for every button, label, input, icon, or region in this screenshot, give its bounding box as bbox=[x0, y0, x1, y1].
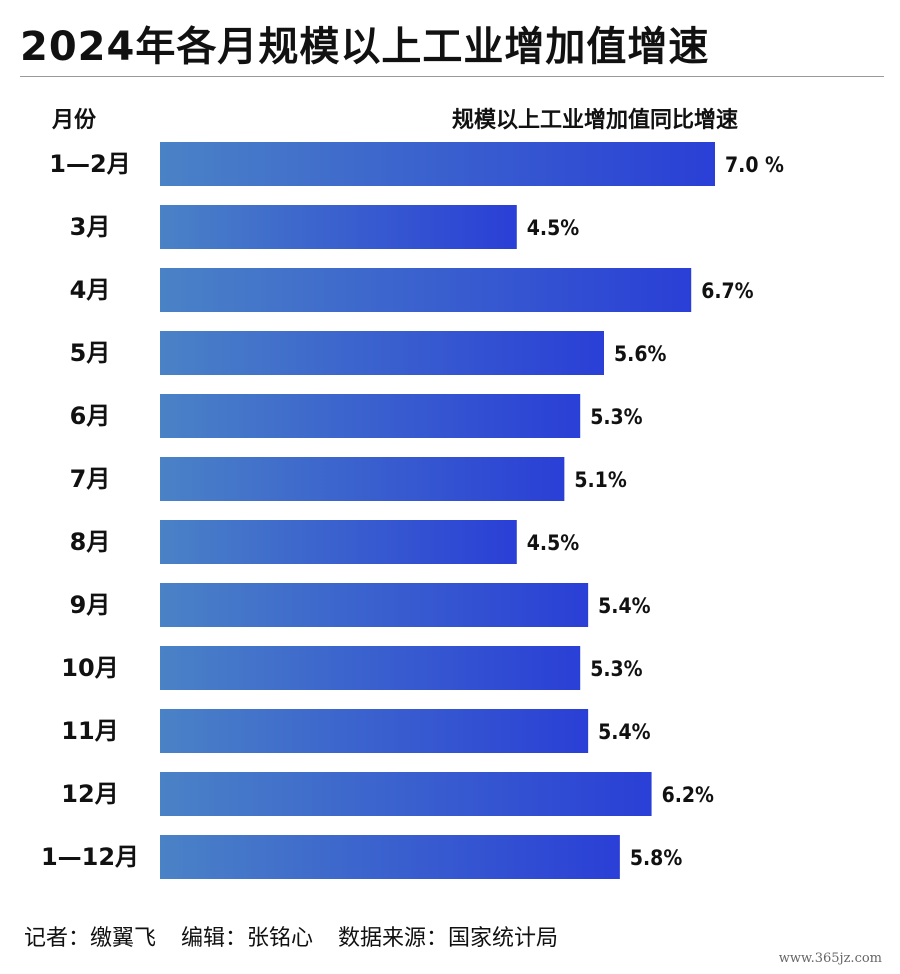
footer-credits: 记者：缴翼飞 编辑：张铭心 数据来源：国家统计局 bbox=[24, 920, 576, 952]
bar bbox=[160, 583, 589, 627]
category-label: 8月 bbox=[70, 528, 111, 556]
value-label: 4.5% bbox=[527, 531, 579, 555]
value-label: 6.7% bbox=[701, 279, 753, 303]
month-column-header: 月份 bbox=[52, 108, 97, 133]
category-label: 10月 bbox=[61, 654, 118, 682]
category-label: 1—12月 bbox=[41, 843, 139, 871]
value-label: 5.8% bbox=[630, 846, 682, 870]
bar bbox=[160, 394, 581, 438]
bar bbox=[160, 835, 620, 879]
category-label: 9月 bbox=[70, 591, 111, 619]
value-label: 5.4% bbox=[598, 720, 650, 744]
bars-layer: 1—2月 7.0 % 3月 4.5% 4月 6.7% 5月 5.6% 6月 5.3% 7月 5.1% 8… bbox=[41, 142, 784, 879]
value-label: 4.5% bbox=[527, 216, 579, 240]
value-column-header: 规模以上工业增加值同比增速 bbox=[452, 108, 739, 133]
value-label: 5.3% bbox=[590, 405, 642, 429]
value-label: 5.6% bbox=[614, 342, 666, 366]
bar bbox=[160, 331, 604, 375]
bar bbox=[160, 709, 589, 753]
data-source: 数据来源：国家统计局 bbox=[338, 926, 559, 951]
bar bbox=[160, 205, 517, 249]
category-label: 5月 bbox=[70, 339, 111, 367]
category-label: 4月 bbox=[70, 276, 111, 304]
watermark: www.365jz.com bbox=[778, 951, 882, 966]
bar bbox=[160, 646, 581, 690]
bar bbox=[160, 520, 517, 564]
category-label: 11月 bbox=[61, 717, 118, 745]
value-label: 5.4% bbox=[598, 594, 650, 618]
category-label: 7月 bbox=[70, 465, 111, 493]
bar bbox=[160, 457, 565, 501]
title-divider bbox=[20, 76, 884, 77]
category-label: 1—2月 bbox=[49, 150, 130, 178]
bar bbox=[160, 142, 715, 186]
value-label: 7.0 % bbox=[725, 153, 784, 177]
value-label: 5.3% bbox=[590, 657, 642, 681]
bar bbox=[160, 268, 692, 312]
reporter-credit: 记者：缴翼飞 bbox=[24, 926, 157, 951]
bar bbox=[160, 772, 652, 816]
editor-credit: 编辑：张铭心 bbox=[181, 926, 314, 951]
category-label: 6月 bbox=[70, 402, 111, 430]
category-label: 12月 bbox=[61, 780, 118, 808]
value-label: 5.1% bbox=[574, 468, 626, 492]
value-label: 6.2% bbox=[662, 783, 714, 807]
chart-title: 2024年各月规模以上工业增加值增速 bbox=[20, 24, 710, 70]
category-label: 3月 bbox=[70, 213, 111, 241]
